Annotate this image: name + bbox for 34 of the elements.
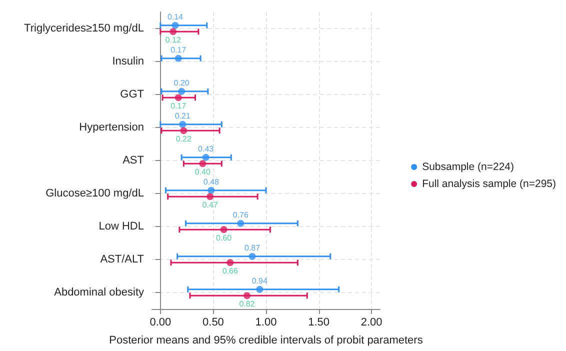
legend-label: Subsample (n=224) — [422, 161, 514, 173]
y-tick-label: AST — [122, 154, 144, 166]
y-tick-label: Abdominal obesity — [54, 286, 144, 298]
y-tick-label: GGT — [120, 88, 144, 100]
x-axis-title: Posterior means and 95% credible intervals of probit parameters — [109, 334, 424, 346]
data-label: 0.60 — [216, 234, 232, 243]
data-label: 0.48 — [203, 177, 220, 186]
x-tick-label: 0.00 — [150, 316, 172, 328]
data-label: 0.87 — [244, 243, 261, 252]
data-label: 0.21 — [174, 111, 191, 120]
data-label: 0.82 — [239, 300, 256, 309]
x-tick-label: 1.00 — [255, 316, 277, 328]
y-tick-label: Low HDL — [98, 220, 144, 232]
x-tick-label: 1.50 — [308, 316, 330, 328]
data-label: 0.66 — [222, 266, 238, 276]
y-tick-label: Hypertension — [79, 122, 144, 134]
y-tick-label: Triglycerides≥150 mg/dL — [24, 22, 144, 34]
data-label: 0.40 — [194, 168, 211, 177]
legend-label: Full analysis sample (n=295) — [422, 178, 556, 190]
y-tick-label: Insulin — [112, 56, 144, 68]
data-label: 0.14 — [167, 12, 184, 22]
data-label: 0.22 — [176, 134, 192, 144]
y-tick-label: Glucose≥100 mg/dL — [46, 188, 144, 200]
x-tick-label: 0.50 — [202, 316, 224, 328]
data-label: 0.17 — [170, 45, 187, 54]
data-label: 0.17 — [170, 102, 187, 111]
data-label: 0.20 — [174, 78, 190, 88]
data-label: 0.94 — [252, 276, 268, 286]
x-tick-label: 2.00 — [360, 316, 382, 328]
data-label: 0.47 — [202, 200, 218, 210]
data-label: 0.76 — [232, 210, 249, 220]
y-tick-label: AST/ALT — [100, 254, 144, 266]
data-label: 0.12 — [165, 36, 182, 45]
data-label: 0.43 — [198, 144, 214, 154]
